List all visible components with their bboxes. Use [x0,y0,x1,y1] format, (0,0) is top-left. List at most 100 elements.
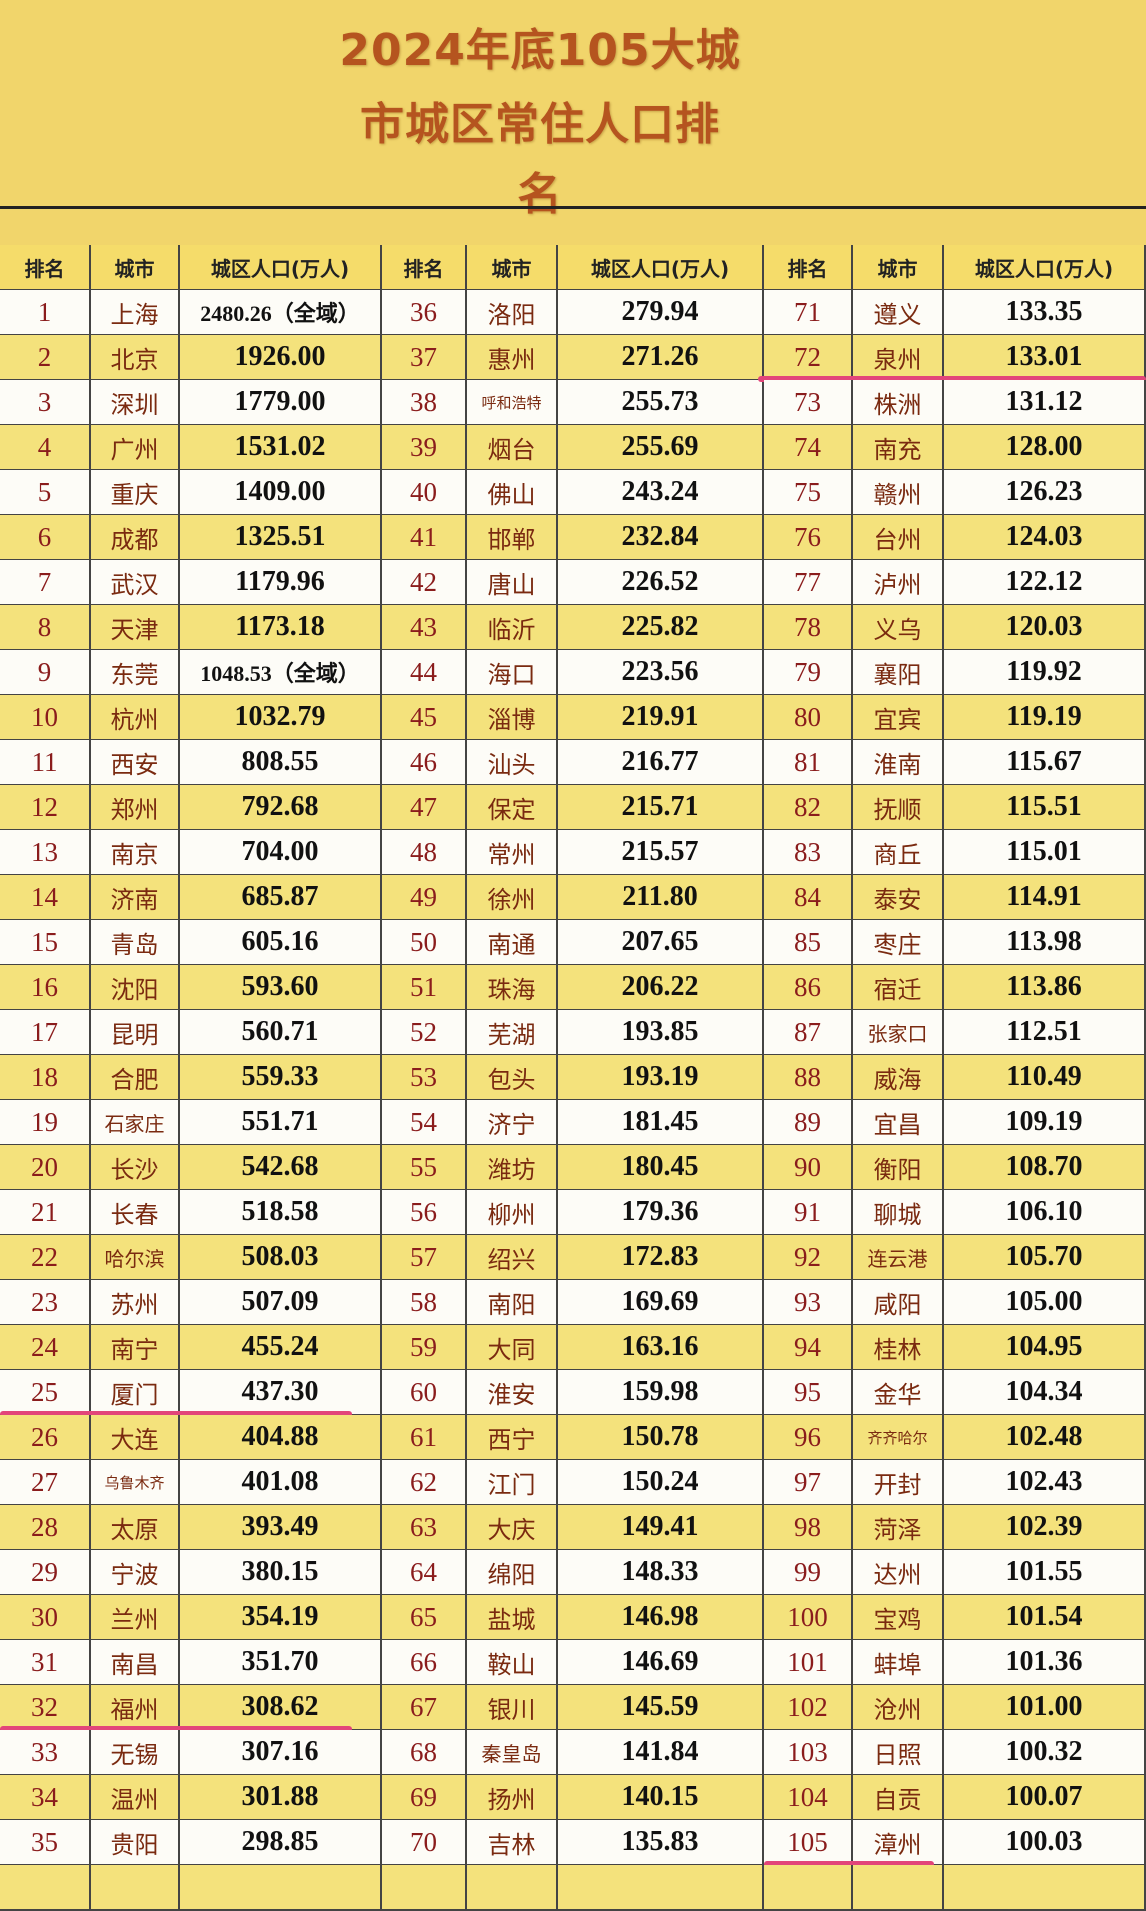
table-row: 16 沈阳 593.60 [0,965,382,1011]
table-row: 41 邯郸 232.84 [382,515,764,561]
city-cell: 烟台 [467,425,558,469]
table-row: 32 福州 308.62 [0,1685,382,1731]
table-row: 14 济南 685.87 [0,875,382,921]
rank-cell: 41 [382,515,467,559]
rank-cell: 87 [764,1010,853,1054]
population-cell: 1926.00 [180,335,382,379]
table-row: 5 重庆 1409.00 [0,470,382,516]
rank-cell: 92 [764,1235,853,1279]
population-cell: 101.55 [944,1550,1146,1594]
city-cell: 洛阳 [467,290,558,334]
table-row: 80 宜宾 119.19 [764,695,1146,741]
city-cell: 开封 [853,1460,944,1504]
table-row: 1 上海 2480.26（全域） [0,290,382,336]
rank-cell: 24 [0,1325,91,1369]
city-cell: 福州 [91,1685,180,1729]
population-cell: 100.07 [944,1775,1146,1819]
population-cell: 120.03 [944,605,1146,649]
city-cell: 抚顺 [853,785,944,829]
table-row: 50 南通 207.65 [382,920,764,966]
city-cell: 南阳 [467,1280,558,1324]
population-cell: 271.26 [558,335,764,379]
rank-cell: 5 [0,470,91,514]
city-cell: 绵阳 [467,1550,558,1594]
blank-cell [558,1865,764,1909]
header-population: 城区人口(万人) [180,245,382,289]
city-cell: 惠州 [467,335,558,379]
city-cell: 宿迁 [853,965,944,1009]
city-cell: 东莞 [91,650,180,694]
rank-cell: 79 [764,650,853,694]
city-cell: 张家口 [853,1010,944,1054]
highlight-underline [758,376,1146,382]
table-row: 81 淮南 115.67 [764,740,1146,786]
table-row: 42 唐山 226.52 [382,560,764,606]
table-row: 68 秦皇岛 141.84 [382,1730,764,1776]
table-row: 102 沧州 101.00 [764,1685,1146,1731]
rank-cell: 46 [382,740,467,784]
table-row: 27 乌鲁木齐 401.08 [0,1460,382,1506]
population-cell: 1032.79 [180,695,382,739]
population-cell: 150.24 [558,1460,764,1504]
rank-cell: 49 [382,875,467,919]
rank-cell: 26 [0,1415,91,1459]
rank-cell: 70 [382,1820,467,1864]
table-row: 82 抚顺 115.51 [764,785,1146,831]
city-cell: 包头 [467,1055,558,1099]
table-row: 13 南京 704.00 [0,830,382,876]
city-cell: 大连 [91,1415,180,1459]
city-cell: 珠海 [467,965,558,1009]
table-blank-row [0,1865,382,1911]
table-row: 15 青岛 605.16 [0,920,382,966]
city-cell: 西安 [91,740,180,784]
population-cell: 102.39 [944,1505,1146,1549]
rank-cell: 29 [0,1550,91,1594]
city-cell: 北京 [91,335,180,379]
population-cell: 145.59 [558,1685,764,1729]
table-row: 12 郑州 792.68 [0,785,382,831]
population-cell: 559.33 [180,1055,382,1099]
city-cell: 南宁 [91,1325,180,1369]
population-cell: 133.35 [944,290,1146,334]
table-header-row: 排名 城市 城区人口(万人) [382,245,764,291]
city-cell: 漳州 [853,1820,944,1864]
city-cell: 赣州 [853,470,944,514]
population-cell: 110.49 [944,1055,1146,1099]
population-cell: 135.83 [558,1820,764,1864]
table-row: 93 咸阳 105.00 [764,1280,1146,1326]
rank-cell: 32 [0,1685,91,1729]
rank-cell: 20 [0,1145,91,1189]
city-cell: 太原 [91,1505,180,1549]
table-row: 86 宿迁 113.86 [764,965,1146,1011]
table-row: 58 南阳 169.69 [382,1280,764,1326]
table-row: 28 太原 393.49 [0,1505,382,1551]
rank-cell: 90 [764,1145,853,1189]
table-row: 7 武汉 1179.96 [0,560,382,606]
rank-cell: 94 [764,1325,853,1369]
header-city: 城市 [853,245,944,289]
rank-cell: 69 [382,1775,467,1819]
table-row: 70 吉林 135.83 [382,1820,764,1866]
table-row: 39 烟台 255.69 [382,425,764,471]
blank-cell [467,1865,558,1909]
city-cell: 广州 [91,425,180,469]
population-cell: 101.36 [944,1640,1146,1684]
city-cell: 临沂 [467,605,558,649]
population-cell: 150.78 [558,1415,764,1459]
population-cell: 255.73 [558,380,764,424]
city-cell: 乌鲁木齐 [91,1460,180,1504]
population-cell: 792.68 [180,785,382,829]
table-row: 20 长沙 542.68 [0,1145,382,1191]
population-cell: 109.19 [944,1100,1146,1144]
city-cell: 西宁 [467,1415,558,1459]
table-row: 22 哈尔滨 508.03 [0,1235,382,1281]
population-cell: 308.62 [180,1685,382,1729]
population-cell: 1048.53（全域） [180,650,382,694]
rank-cell: 19 [0,1100,91,1144]
table-row: 99 达州 101.55 [764,1550,1146,1596]
table-row: 92 连云港 105.70 [764,1235,1146,1281]
table-row: 91 聊城 106.10 [764,1190,1146,1236]
blank-cell [944,1865,1146,1909]
city-cell: 潍坊 [467,1145,558,1189]
population-cell: 216.77 [558,740,764,784]
